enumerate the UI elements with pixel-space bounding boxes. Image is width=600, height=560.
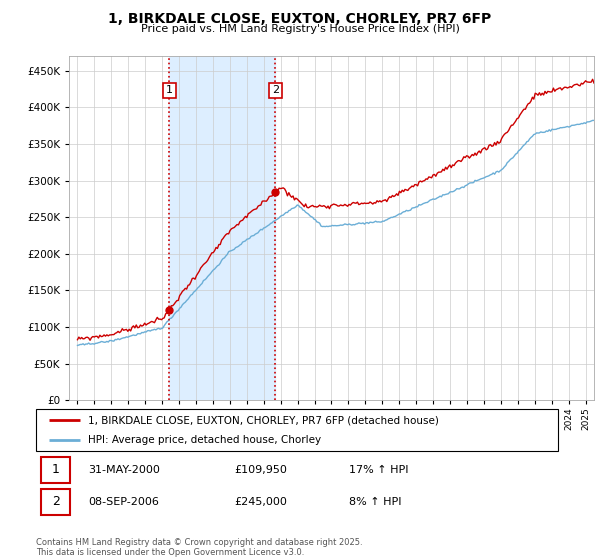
Text: £109,950: £109,950 — [235, 465, 287, 475]
Text: Price paid vs. HM Land Registry's House Price Index (HPI): Price paid vs. HM Land Registry's House … — [140, 24, 460, 34]
Text: 1: 1 — [52, 463, 59, 476]
Text: 1, BIRKDALE CLOSE, EUXTON, CHORLEY, PR7 6FP: 1, BIRKDALE CLOSE, EUXTON, CHORLEY, PR7 … — [109, 12, 491, 26]
Bar — [169, 56, 275, 400]
Text: 2: 2 — [272, 86, 279, 95]
Text: 1, BIRKDALE CLOSE, EUXTON, CHORLEY, PR7 6FP (detached house): 1, BIRKDALE CLOSE, EUXTON, CHORLEY, PR7 … — [88, 415, 439, 425]
Text: 17% ↑ HPI: 17% ↑ HPI — [349, 465, 409, 475]
Text: £245,000: £245,000 — [235, 497, 287, 507]
Text: Contains HM Land Registry data © Crown copyright and database right 2025.
This d: Contains HM Land Registry data © Crown c… — [36, 538, 362, 557]
Text: 08-SEP-2006: 08-SEP-2006 — [88, 497, 159, 507]
FancyBboxPatch shape — [41, 489, 70, 515]
FancyBboxPatch shape — [41, 457, 70, 483]
FancyBboxPatch shape — [36, 409, 558, 451]
Text: 8% ↑ HPI: 8% ↑ HPI — [349, 497, 402, 507]
Text: HPI: Average price, detached house, Chorley: HPI: Average price, detached house, Chor… — [88, 435, 322, 445]
Text: 31-MAY-2000: 31-MAY-2000 — [88, 465, 160, 475]
Text: 1: 1 — [166, 86, 173, 95]
Text: 2: 2 — [52, 496, 59, 508]
